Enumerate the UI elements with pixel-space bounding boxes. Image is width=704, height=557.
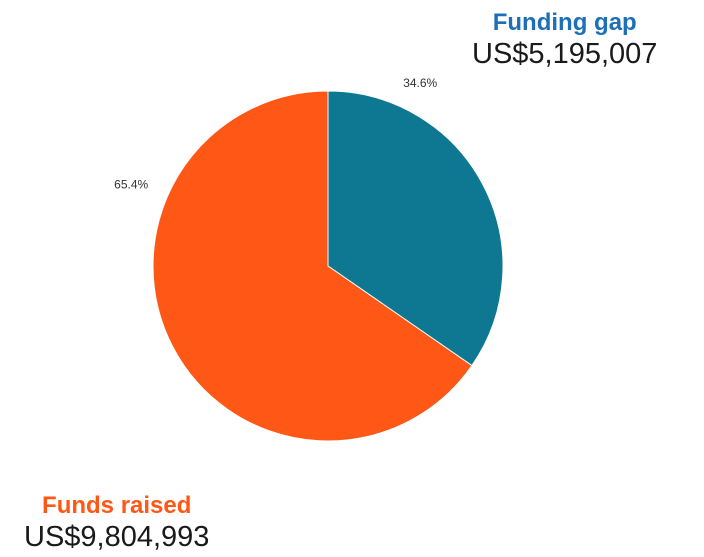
funds-raised-amount: US$9,804,993 [24,521,210,553]
pie-slice-funding-gap [327,90,504,367]
funds-raised-title: Funds raised [42,492,192,519]
funding-gap-amount: US$5,195,007 [472,38,658,70]
funding-gap-annotation: Funding gap US$5,195,007 [472,9,657,71]
pie-slice-funds-raised [152,90,473,442]
pie-percent-label: 65.4% [114,178,148,192]
pie-percent-label: 34.6% [403,76,437,90]
funds-raised-annotation: Funds raised US$9,804,993 [24,492,209,554]
funding-gap-title: Funding gap [492,9,637,36]
